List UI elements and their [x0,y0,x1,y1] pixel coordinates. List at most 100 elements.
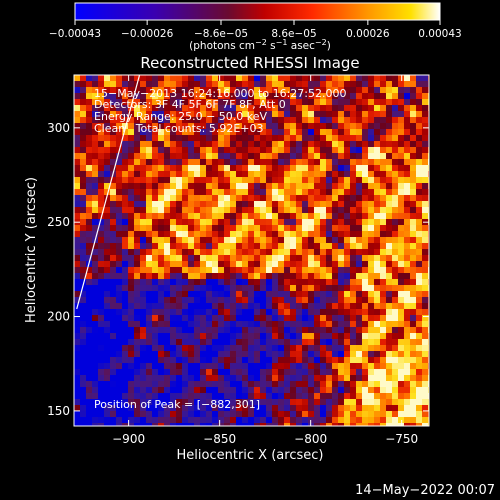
heatmap-cell [278,273,285,280]
heatmap-cell [110,279,117,286]
heatmap-cell [200,231,207,238]
heatmap-cell [284,147,291,154]
heatmap-cell [266,147,273,154]
heatmap-cell [332,417,339,424]
heatmap-cell [326,111,333,118]
heatmap-cell [296,105,303,112]
heatmap-cell [128,381,135,388]
heatmap-cell [344,231,351,238]
heatmap-cell [302,147,309,154]
heatmap-cell [266,117,273,124]
heatmap-cell [182,75,189,82]
heatmap-cell [230,87,237,94]
heatmap-cell [104,291,111,298]
heatmap-cell [212,75,219,82]
heatmap-cell [116,183,123,190]
heatmap-cell [86,111,93,118]
heatmap-cell [302,99,309,106]
heatmap-cell [146,369,153,376]
heatmap-cell [248,321,255,328]
heatmap-cell [284,387,291,394]
heatmap-cell [206,363,213,370]
heatmap-cell [260,219,267,226]
heatmap-cell [158,183,165,190]
heatmap-cell [110,195,117,202]
heatmap-cell [74,291,81,298]
heatmap-cell [338,171,345,178]
heatmap-cell [206,375,213,382]
heatmap-cell [200,261,207,268]
heatmap-cell [212,297,219,304]
heatmap-cell [410,297,417,304]
heatmap-cell [416,159,423,166]
heatmap-cell [380,183,387,190]
heatmap-cell [152,249,159,256]
heatmap-cell [422,213,429,220]
heatmap-cell [290,75,297,82]
heatmap-cell [314,183,321,190]
heatmap-cell [272,375,279,382]
heatmap-cell [368,261,375,268]
heatmap-cell [290,225,297,232]
heatmap-cell [242,219,249,226]
heatmap-cell [110,321,117,328]
heatmap-cell [422,303,429,310]
heatmap-cell [422,399,429,406]
heatmap-cell [140,303,147,310]
heatmap-cell [302,381,309,388]
heatmap-cell [416,243,423,250]
heatmap-cell [260,141,267,148]
heatmap-cell [302,303,309,310]
heatmap-cell [398,273,405,280]
heatmap-cell [410,273,417,280]
heatmap-cell [272,417,279,424]
heatmap-cell [272,255,279,262]
heatmap-cell [398,201,405,208]
heatmap-cell [104,117,111,124]
heatmap-cell [200,375,207,382]
heatmap-cell [206,297,213,304]
heatmap-cell [374,165,381,172]
heatmap-cell [122,237,129,244]
heatmap-cell [302,165,309,172]
heatmap-cell [416,417,423,424]
heatmap-cell [176,423,183,426]
heatmap-cell [386,237,393,244]
heatmap-cell [218,375,225,382]
heatmap-cell [176,285,183,292]
heatmap-cell [254,255,261,262]
heatmap-cell [278,81,285,88]
heatmap-cell [158,357,165,364]
heatmap-cell [98,117,105,124]
heatmap-cell [164,219,171,226]
heatmap-cell [104,171,111,178]
heatmap-cell [344,297,351,304]
heatmap-cell [332,423,339,426]
heatmap-cell [236,279,243,286]
heatmap-cell [350,87,357,94]
heatmap-cell [128,93,135,100]
heatmap-cell [194,417,201,424]
heatmap-cell [104,399,111,406]
heatmap-cell [374,267,381,274]
heatmap-cell [74,81,81,88]
heatmap-cell [200,99,207,106]
heatmap-cell [332,303,339,310]
heatmap-cell [320,345,327,352]
heatmap-cell [398,315,405,322]
heatmap-cell [230,351,237,358]
heatmap-cell [362,303,369,310]
heatmap-cell [392,375,399,382]
heatmap-cell [128,141,135,148]
colorbar-gradient [74,2,441,21]
heatmap-cell [284,189,291,196]
heatmap-cell [386,369,393,376]
heatmap-cell [362,75,369,82]
heatmap-cell [122,381,129,388]
heatmap-cell [356,351,363,358]
heatmap-cell [224,81,231,88]
heatmap-cell [188,285,195,292]
heatmap-cell [188,177,195,184]
heatmap-cell [338,195,345,202]
heatmap-cell [212,141,219,148]
